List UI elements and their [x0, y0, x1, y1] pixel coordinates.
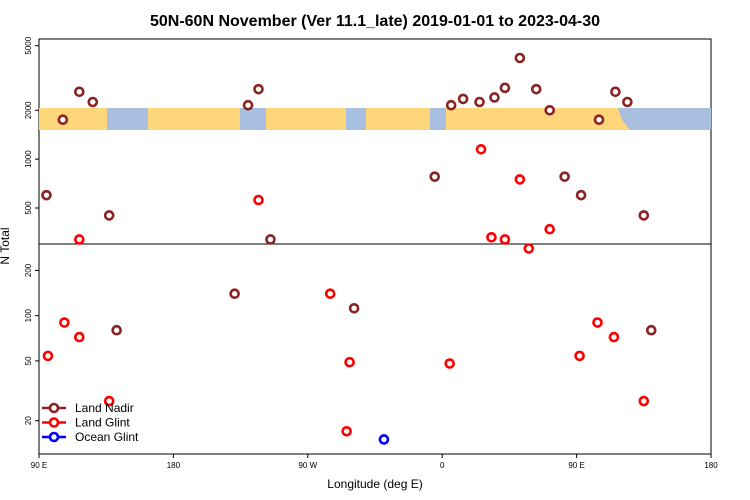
point-land-nadir: [474, 96, 485, 108]
point-land-glint: [475, 143, 487, 155]
map-water: [107, 108, 711, 130]
point-land-glint: [74, 331, 85, 343]
chart-title: 50N-60N November (Ver 11.1_late) 2019-01…: [150, 13, 600, 30]
point-land-glint: [42, 350, 54, 362]
x-tick-label: 180: [167, 461, 181, 470]
y-tick-label: 20: [24, 416, 33, 425]
point-land-nadir: [457, 93, 469, 105]
x-tick-label: 180: [704, 461, 718, 470]
y-tick-label: 1000: [24, 150, 33, 168]
point-land-glint: [253, 194, 264, 206]
point-land-nadir: [229, 288, 240, 300]
point-land-nadir: [645, 324, 657, 336]
point-land-nadir: [489, 92, 500, 103]
point-land-nadir: [622, 96, 633, 108]
y-tick-label: 500: [24, 201, 33, 215]
point-land-glint: [574, 350, 585, 362]
y-axis-label: N Total: [0, 227, 12, 264]
point-land-nadir: [593, 114, 605, 126]
x-tick-label: 90 W: [298, 461, 317, 470]
legend-marker-ocean-glint: [48, 431, 60, 443]
y-axis-ticks: 500 1000 2000 5000 20 50 100 200: [24, 36, 39, 425]
point-land-nadir: [544, 104, 556, 116]
y-tick-label: 5000: [24, 36, 33, 54]
x-tick-label: 0: [440, 461, 445, 470]
point-land-nadir: [514, 52, 526, 64]
y-tick-label: 50: [24, 356, 33, 365]
point-land-glint: [324, 288, 336, 300]
legend-label-land-glint: Land Glint: [75, 416, 130, 430]
point-land-nadir: [445, 99, 457, 111]
x-axis-ticks: 90 E 180 90 W 0 90 E 180: [31, 454, 718, 470]
point-land-nadir: [41, 189, 52, 201]
legend-label-land-nadir: Land Nadir: [75, 401, 134, 415]
point-land-nadir: [74, 86, 85, 98]
point-land-nadir: [429, 171, 441, 182]
point-land-nadir: [103, 210, 115, 221]
point-land-glint: [499, 234, 511, 245]
x-tick-label: 90 E: [31, 461, 47, 470]
data-points: [41, 52, 657, 445]
point-land-glint: [592, 317, 603, 328]
point-land-nadir: [559, 171, 570, 182]
point-land-nadir: [530, 83, 542, 95]
legend-marker-land-nadir: [48, 402, 60, 414]
point-land-glint: [103, 395, 115, 407]
point-land-nadir: [499, 82, 511, 94]
point-land-glint: [486, 231, 497, 243]
point-land-nadir: [638, 210, 650, 221]
point-land-nadir: [575, 189, 587, 201]
point-land-glint: [444, 358, 455, 369]
y-tick-label: 100: [24, 308, 33, 322]
point-land-nadir: [265, 234, 276, 245]
point-land-nadir: [57, 114, 69, 126]
map-band: [39, 108, 711, 130]
point-land-nadir: [253, 83, 264, 95]
point-ocean-glint: [378, 434, 390, 445]
point-land-nadir: [111, 324, 122, 336]
legend-marker-land-glint: [48, 417, 60, 428]
point-land-glint: [59, 317, 70, 328]
point-land-nadir: [87, 96, 99, 108]
legend-label-ocean-glint: Ocean Glint: [75, 430, 139, 444]
y-tick-label: 2000: [24, 101, 33, 119]
x-tick-label: 90 E: [568, 461, 584, 470]
point-land-glint: [344, 356, 355, 368]
y-tick-label: 200: [24, 263, 33, 277]
point-land-glint: [638, 395, 650, 407]
point-land-glint: [544, 223, 556, 235]
map-land: [39, 108, 654, 130]
point-land-glint: [341, 425, 352, 437]
point-land-glint: [74, 234, 85, 245]
plot-frame: [38, 38, 712, 455]
point-land-nadir: [610, 86, 621, 98]
point-land-nadir: [348, 302, 360, 314]
point-land-nadir: [242, 99, 254, 111]
x-axis-label: Longitude (deg E): [327, 477, 422, 491]
point-land-glint: [608, 331, 620, 343]
point-land-glint: [514, 174, 526, 185]
point-land-glint: [523, 243, 535, 254]
